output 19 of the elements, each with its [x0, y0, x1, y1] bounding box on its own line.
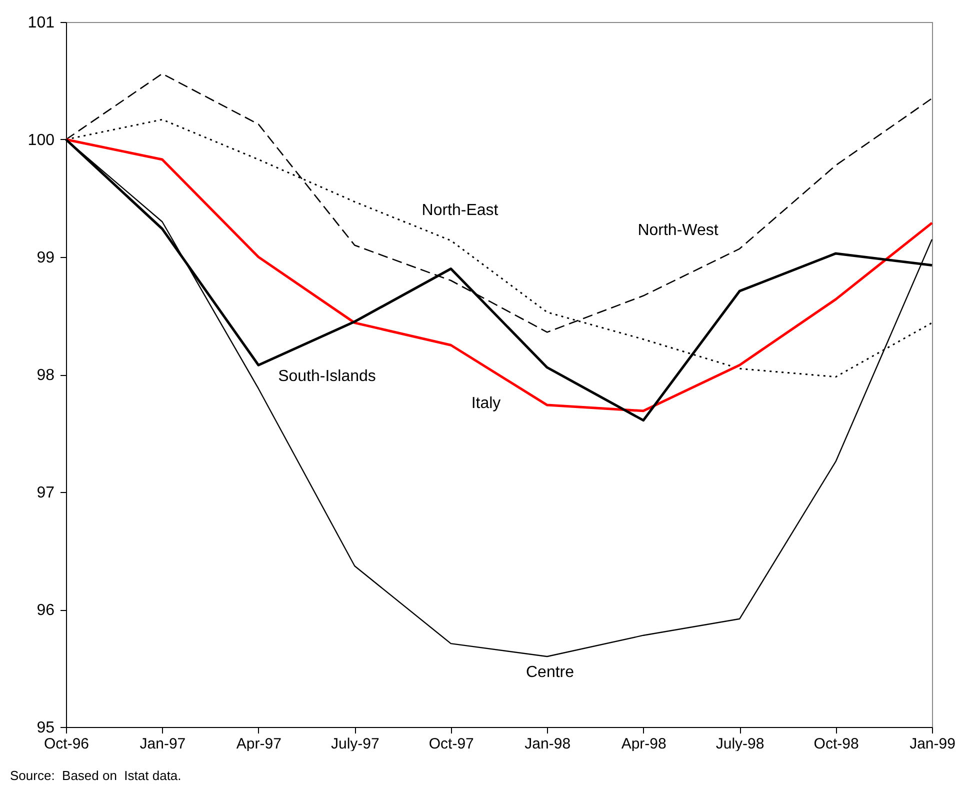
x-tick-label: Oct-96 — [44, 736, 90, 752]
series-label: North-East — [422, 202, 499, 219]
x-tick-label: Oct-97 — [428, 736, 474, 752]
series-label: North-West — [638, 222, 719, 239]
y-tick-label: 97 — [36, 484, 55, 502]
y-tick-label: 96 — [36, 602, 55, 619]
x-tick-label: Jan-97 — [140, 736, 186, 752]
y-tick-label: 99 — [36, 250, 55, 266]
series-label: South-Islands — [278, 368, 376, 385]
series-label: Centre — [526, 664, 574, 681]
x-tick-label: Jan-99 — [910, 736, 956, 752]
x-tick-label: Jan-98 — [524, 736, 571, 752]
y-tick-label: 101 — [28, 14, 55, 32]
source-note: Source: Based on Istat data. — [10, 768, 182, 783]
y-tick-label: 98 — [36, 367, 55, 384]
x-tick-label: Oct-98 — [814, 736, 859, 752]
series-label: Italy — [471, 395, 501, 412]
y-tick-label: 95 — [36, 720, 55, 736]
y-tick-label: 100 — [28, 132, 55, 149]
